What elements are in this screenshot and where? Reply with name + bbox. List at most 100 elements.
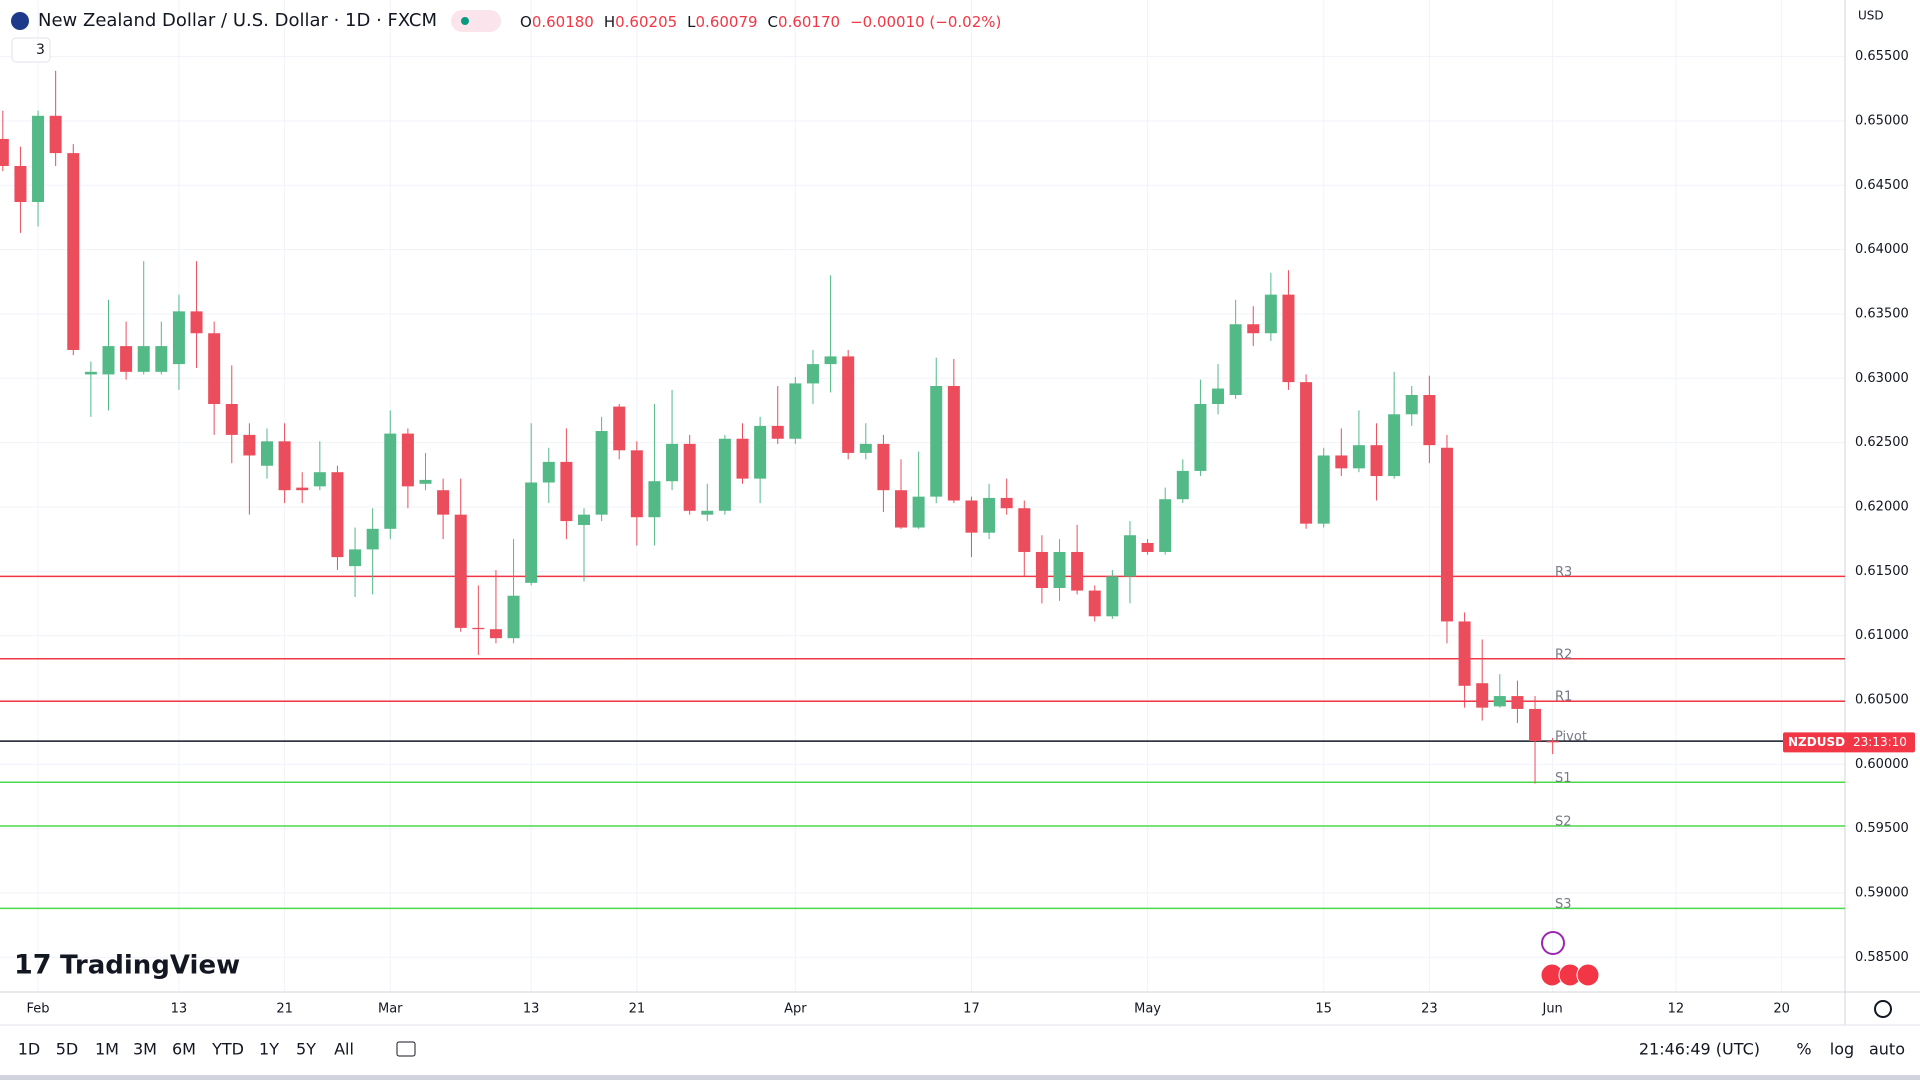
y-tick-label: 0.61500 xyxy=(1855,564,1909,579)
x-tick-label: May xyxy=(1134,1002,1161,1017)
indicators-count: 3 xyxy=(36,42,45,58)
scale-option[interactable]: auto xyxy=(1869,1040,1905,1059)
timeframe-button[interactable]: All xyxy=(334,1040,354,1059)
candle-body xyxy=(595,431,608,515)
candle-body xyxy=(366,528,379,550)
symbol-tag: NZDUSD xyxy=(1788,735,1845,749)
timeframe-button[interactable]: 1M xyxy=(95,1040,119,1059)
x-tick-label: 23 xyxy=(1421,1002,1438,1017)
candle-body xyxy=(401,433,414,487)
candle-body xyxy=(648,481,661,518)
candle-body xyxy=(1194,404,1207,471)
y-tick-label: 0.59000 xyxy=(1855,885,1909,900)
candle-body xyxy=(243,434,256,456)
candle-body xyxy=(313,472,326,487)
candle-body xyxy=(1176,470,1189,500)
scale-option[interactable]: log xyxy=(1830,1040,1854,1059)
candle-body xyxy=(1317,455,1330,524)
candle-body xyxy=(683,443,696,511)
symbol-title: New Zealand Dollar / U.S. Dollar · 1D · … xyxy=(38,10,437,31)
timeframe-button[interactable]: 5D xyxy=(56,1040,79,1059)
candle-body xyxy=(225,404,238,435)
ohlc-value: 0.60205 xyxy=(615,13,677,31)
scale-option[interactable]: % xyxy=(1796,1040,1811,1059)
y-tick-label: 0.61000 xyxy=(1855,628,1909,643)
candle-body xyxy=(1423,394,1436,446)
candle-body xyxy=(525,482,538,583)
candle-body xyxy=(1511,696,1524,709)
candle-body xyxy=(1106,576,1119,617)
timeframe-button[interactable]: 5Y xyxy=(296,1040,316,1059)
candle-body xyxy=(1123,535,1136,577)
candle-body xyxy=(789,383,802,439)
timeframe-button[interactable]: 3M xyxy=(133,1040,157,1059)
candle-body xyxy=(842,356,855,453)
indicators-toggle[interactable] xyxy=(11,37,51,63)
candle-body xyxy=(0,138,9,166)
candle-body xyxy=(983,497,996,533)
y-tick-label: 0.65000 xyxy=(1855,113,1909,128)
candle-body xyxy=(472,627,485,630)
candle-body xyxy=(419,479,432,484)
candle-body xyxy=(630,450,643,518)
pivot-level-label: R3 xyxy=(1555,565,1572,580)
candle-body xyxy=(895,490,908,528)
timeframe-button[interactable]: YTD xyxy=(211,1040,244,1059)
pivot-level-label: S1 xyxy=(1555,771,1572,786)
settings-icon[interactable] xyxy=(1874,1000,1892,1018)
candle-body xyxy=(877,443,890,491)
ohlc-value: 0.60170 xyxy=(778,13,840,31)
candle-body xyxy=(155,346,168,372)
candle-body xyxy=(1247,324,1260,334)
status-pill[interactable] xyxy=(451,10,501,32)
candle-body xyxy=(1282,294,1295,383)
event-icon[interactable] xyxy=(1541,931,1565,955)
x-tick-label: Jun xyxy=(1541,1002,1562,1017)
ohlc-key: C xyxy=(768,13,778,31)
currency[interactable]: USD xyxy=(1858,9,1884,23)
candle-body xyxy=(1370,445,1383,477)
candle-body xyxy=(454,514,467,628)
pivot-level-label: S3 xyxy=(1555,897,1572,912)
candle-body xyxy=(331,472,344,558)
x-tick-label: Feb xyxy=(27,1002,50,1017)
candle-body xyxy=(542,461,555,483)
logo-mark: 17 xyxy=(14,950,52,981)
candle-body xyxy=(1018,508,1031,552)
x-tick-label: 17 xyxy=(963,1002,980,1017)
candle-body xyxy=(1335,455,1348,469)
candle-body xyxy=(1476,683,1489,708)
countdown: 23:13:10 xyxy=(1853,735,1907,749)
ohlc-key: L xyxy=(687,13,696,31)
date-range-icon[interactable] xyxy=(396,1041,416,1057)
y-tick-label: 0.62000 xyxy=(1855,499,1909,514)
candle-body xyxy=(824,356,837,365)
candle-body xyxy=(1141,542,1154,552)
event-flag[interactable] xyxy=(1576,963,1600,987)
x-tick-label: Mar xyxy=(378,1002,403,1017)
candle-body xyxy=(1493,696,1506,707)
ohlc-value: 0.60180 xyxy=(532,13,594,31)
clock: 21:46:49 (UTC) xyxy=(1639,1040,1760,1059)
timeframe-button[interactable]: 6M xyxy=(172,1040,196,1059)
candle-body xyxy=(1546,741,1559,743)
x-tick-label: 15 xyxy=(1315,1002,1332,1017)
candle-body xyxy=(208,333,221,405)
timeframe-button[interactable]: 1Y xyxy=(259,1040,279,1059)
candle-body xyxy=(754,425,767,479)
y-tick-label: 0.63000 xyxy=(1855,371,1909,386)
x-tick-label: 13 xyxy=(523,1002,540,1017)
candle-body xyxy=(666,443,679,482)
candle-body xyxy=(84,371,97,375)
timeframe-button[interactable]: 1D xyxy=(18,1040,41,1059)
candle-body xyxy=(1000,497,1013,509)
candle-body xyxy=(14,165,27,203)
candle-body xyxy=(1071,551,1084,591)
candle-body xyxy=(1405,394,1418,415)
candle-body xyxy=(1352,445,1365,469)
y-tick-label: 0.65500 xyxy=(1855,49,1909,64)
candle-body xyxy=(1053,551,1066,588)
candle-body xyxy=(137,346,150,372)
